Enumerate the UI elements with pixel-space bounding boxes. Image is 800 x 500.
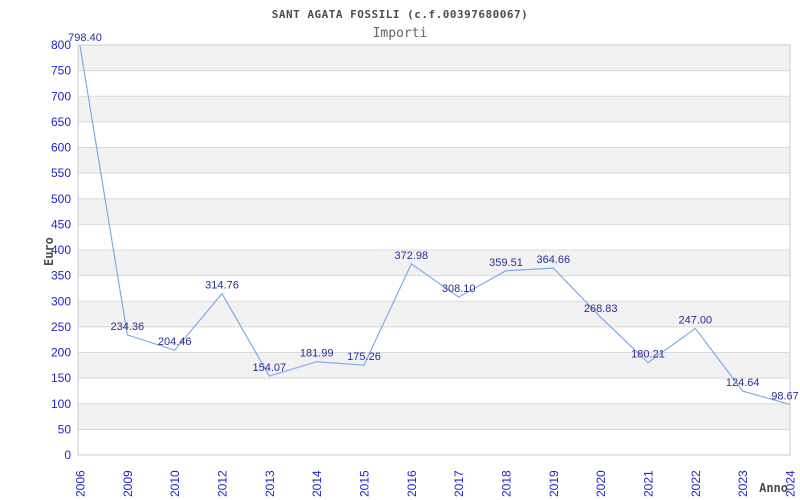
data-label: 268.83: [584, 303, 618, 315]
data-label: 308.10: [442, 283, 476, 295]
data-label: 359.51: [489, 257, 523, 269]
data-label: 234.36: [111, 321, 145, 333]
x-tick-label: 2024: [784, 470, 798, 497]
plot-band: [78, 352, 790, 379]
x-tick-label: 2023: [736, 470, 750, 497]
y-tick-label: 550: [51, 166, 71, 180]
plot-band: [78, 250, 790, 276]
plot-band: [78, 301, 790, 327]
x-tick-label: 2006: [74, 470, 88, 497]
y-tick-label: 500: [51, 192, 71, 206]
y-tick-label: 150: [51, 371, 71, 385]
y-tick-label: 600: [51, 141, 71, 155]
data-label: 364.66: [537, 254, 571, 266]
x-tick-label: 2018: [500, 470, 514, 497]
x-tick-label: 2017: [452, 470, 466, 497]
y-tick-label: 50: [58, 422, 72, 436]
series-line: [79, 45, 791, 406]
x-tick-label: 2014: [310, 470, 324, 497]
x-tick-label: 2021: [642, 470, 656, 497]
data-label: 204.46: [158, 336, 192, 348]
x-tick-label: 2015: [358, 470, 372, 497]
plot-band: [78, 198, 790, 225]
data-label: 98.67: [771, 390, 799, 402]
y-tick-label: 0: [64, 448, 71, 462]
data-label: 372.98: [395, 250, 429, 262]
y-tick-label: 800: [51, 38, 71, 52]
y-tick-label: 350: [51, 269, 71, 283]
data-label: 314.76: [205, 280, 239, 292]
x-tick-label: 2010: [168, 470, 182, 497]
data-label: 798.40: [68, 32, 102, 44]
y-tick-label: 300: [51, 294, 71, 308]
chart-title: SANT AGATA FOSSILI (c.f.00397680067): [271, 8, 529, 21]
y-tick-label: 650: [51, 115, 71, 129]
y-axis-title: Euro: [42, 237, 56, 266]
data-label: 181.99: [300, 348, 334, 360]
x-tick-label: 2012: [216, 470, 230, 497]
data-label: 154.07: [253, 362, 287, 374]
x-tick-label: 2019: [547, 470, 561, 497]
chart-subtitle: Importi: [372, 26, 428, 41]
x-tick-label: 2009: [121, 470, 135, 497]
x-tick-label: 2013: [263, 470, 277, 497]
y-tick-label: 100: [51, 397, 71, 411]
data-label: 180.21: [631, 349, 665, 361]
y-tick-label: 450: [51, 217, 71, 231]
y-tick-label: 750: [51, 64, 71, 78]
data-label: 247.00: [679, 314, 713, 326]
y-tick-label: 200: [51, 346, 71, 360]
x-tick-label: 2020: [594, 470, 608, 497]
x-tick-label: 2022: [689, 470, 703, 497]
x-tick-label: 2016: [405, 470, 419, 497]
data-label: 175.26: [347, 351, 381, 363]
plot-band: [78, 96, 790, 122]
plot-band: [78, 403, 790, 430]
y-tick-label: 250: [51, 320, 71, 334]
plot-border: [77, 44, 791, 456]
y-tick-label: 400: [51, 243, 71, 257]
data-label: 124.64: [726, 377, 760, 389]
x-axis-title: Anno: [759, 481, 788, 495]
plot-band: [78, 147, 790, 174]
plot-band: [78, 45, 790, 71]
y-tick-label: 700: [51, 89, 71, 103]
